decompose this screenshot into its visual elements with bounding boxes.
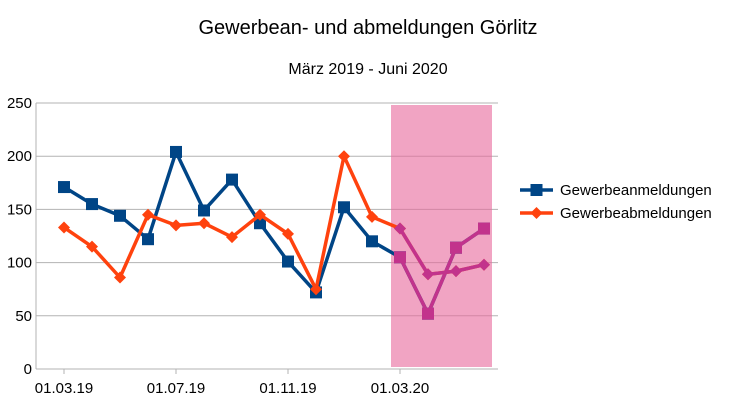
x-axis-ticks: 01.03.19 01.07.19 01.11.19 01.03.20 xyxy=(35,380,429,397)
data-point-diamond xyxy=(530,207,543,219)
legend-item: Gewerbeabmeldungen xyxy=(520,205,712,222)
data-point-square xyxy=(142,233,154,246)
overlay-Gewerbeabmeldungen xyxy=(394,222,490,281)
data-point-square xyxy=(282,255,294,268)
data-point-square xyxy=(114,209,126,222)
data-point-square xyxy=(226,173,238,186)
data-point-diamond xyxy=(198,217,210,230)
data-point-diamond xyxy=(114,271,126,284)
y-tick-label: 0 xyxy=(24,361,32,378)
y-tick-label: 250 xyxy=(7,95,32,112)
data-point-diamond xyxy=(310,283,322,296)
legend-label: Gewerbeanmeldungen xyxy=(560,182,712,199)
data-point-diamond xyxy=(366,210,378,223)
data-point-square xyxy=(254,217,266,230)
data-point-square xyxy=(394,251,406,264)
data-point-square xyxy=(170,145,182,158)
data-point-diamond xyxy=(450,265,462,278)
data-point-square xyxy=(478,222,490,235)
highlight-overlay-group xyxy=(394,222,490,320)
y-tick-label: 150 xyxy=(7,201,32,218)
data-point-diamond xyxy=(282,227,294,240)
data-point-square xyxy=(450,241,462,254)
data-point-square xyxy=(422,307,434,320)
data-point-diamond xyxy=(170,219,182,232)
overlay-line xyxy=(398,227,485,277)
legend-label: Gewerbeabmeldungen xyxy=(560,205,712,222)
x-tick-label: 01.07.19 xyxy=(147,380,205,397)
data-point-square xyxy=(366,235,378,248)
legend-item: Gewerbeanmeldungen xyxy=(520,182,712,199)
x-tick-label: 01.03.19 xyxy=(35,380,93,397)
data-point-square xyxy=(58,181,70,194)
data-point-square xyxy=(198,204,210,217)
x-tick-label: 01.03.20 xyxy=(371,380,429,397)
data-point-diamond xyxy=(58,221,70,234)
x-tick-label: 01.11.19 xyxy=(259,380,316,397)
data-point-diamond xyxy=(338,150,350,163)
y-tick-label: 200 xyxy=(7,148,32,165)
y-tick-label: 50 xyxy=(15,308,32,325)
y-axis-ticks: 0 50 100 150 200 250 xyxy=(7,95,32,378)
data-point-square xyxy=(86,198,98,211)
data-point-diamond xyxy=(478,258,490,271)
overlay-Gewerbeanmeldungen xyxy=(394,222,490,320)
chart-title: Gewerbean- und abmeldungen Görlitz xyxy=(198,17,538,39)
overlay-line xyxy=(398,227,485,316)
data-point-diamond xyxy=(254,208,266,221)
data-point-diamond xyxy=(226,231,238,244)
data-point-diamond xyxy=(394,222,406,235)
chart-subtitle: März 2019 - Juni 2020 xyxy=(288,61,448,78)
data-point-diamond xyxy=(422,268,434,281)
axes xyxy=(35,103,498,374)
data-point-square xyxy=(338,201,350,214)
data-point-diamond xyxy=(86,240,98,253)
legend: Gewerbeanmeldungen Gewerbeabmeldungen xyxy=(520,182,712,222)
data-point-square xyxy=(530,184,543,196)
data-point-diamond xyxy=(142,208,154,221)
y-tick-label: 100 xyxy=(7,255,32,272)
